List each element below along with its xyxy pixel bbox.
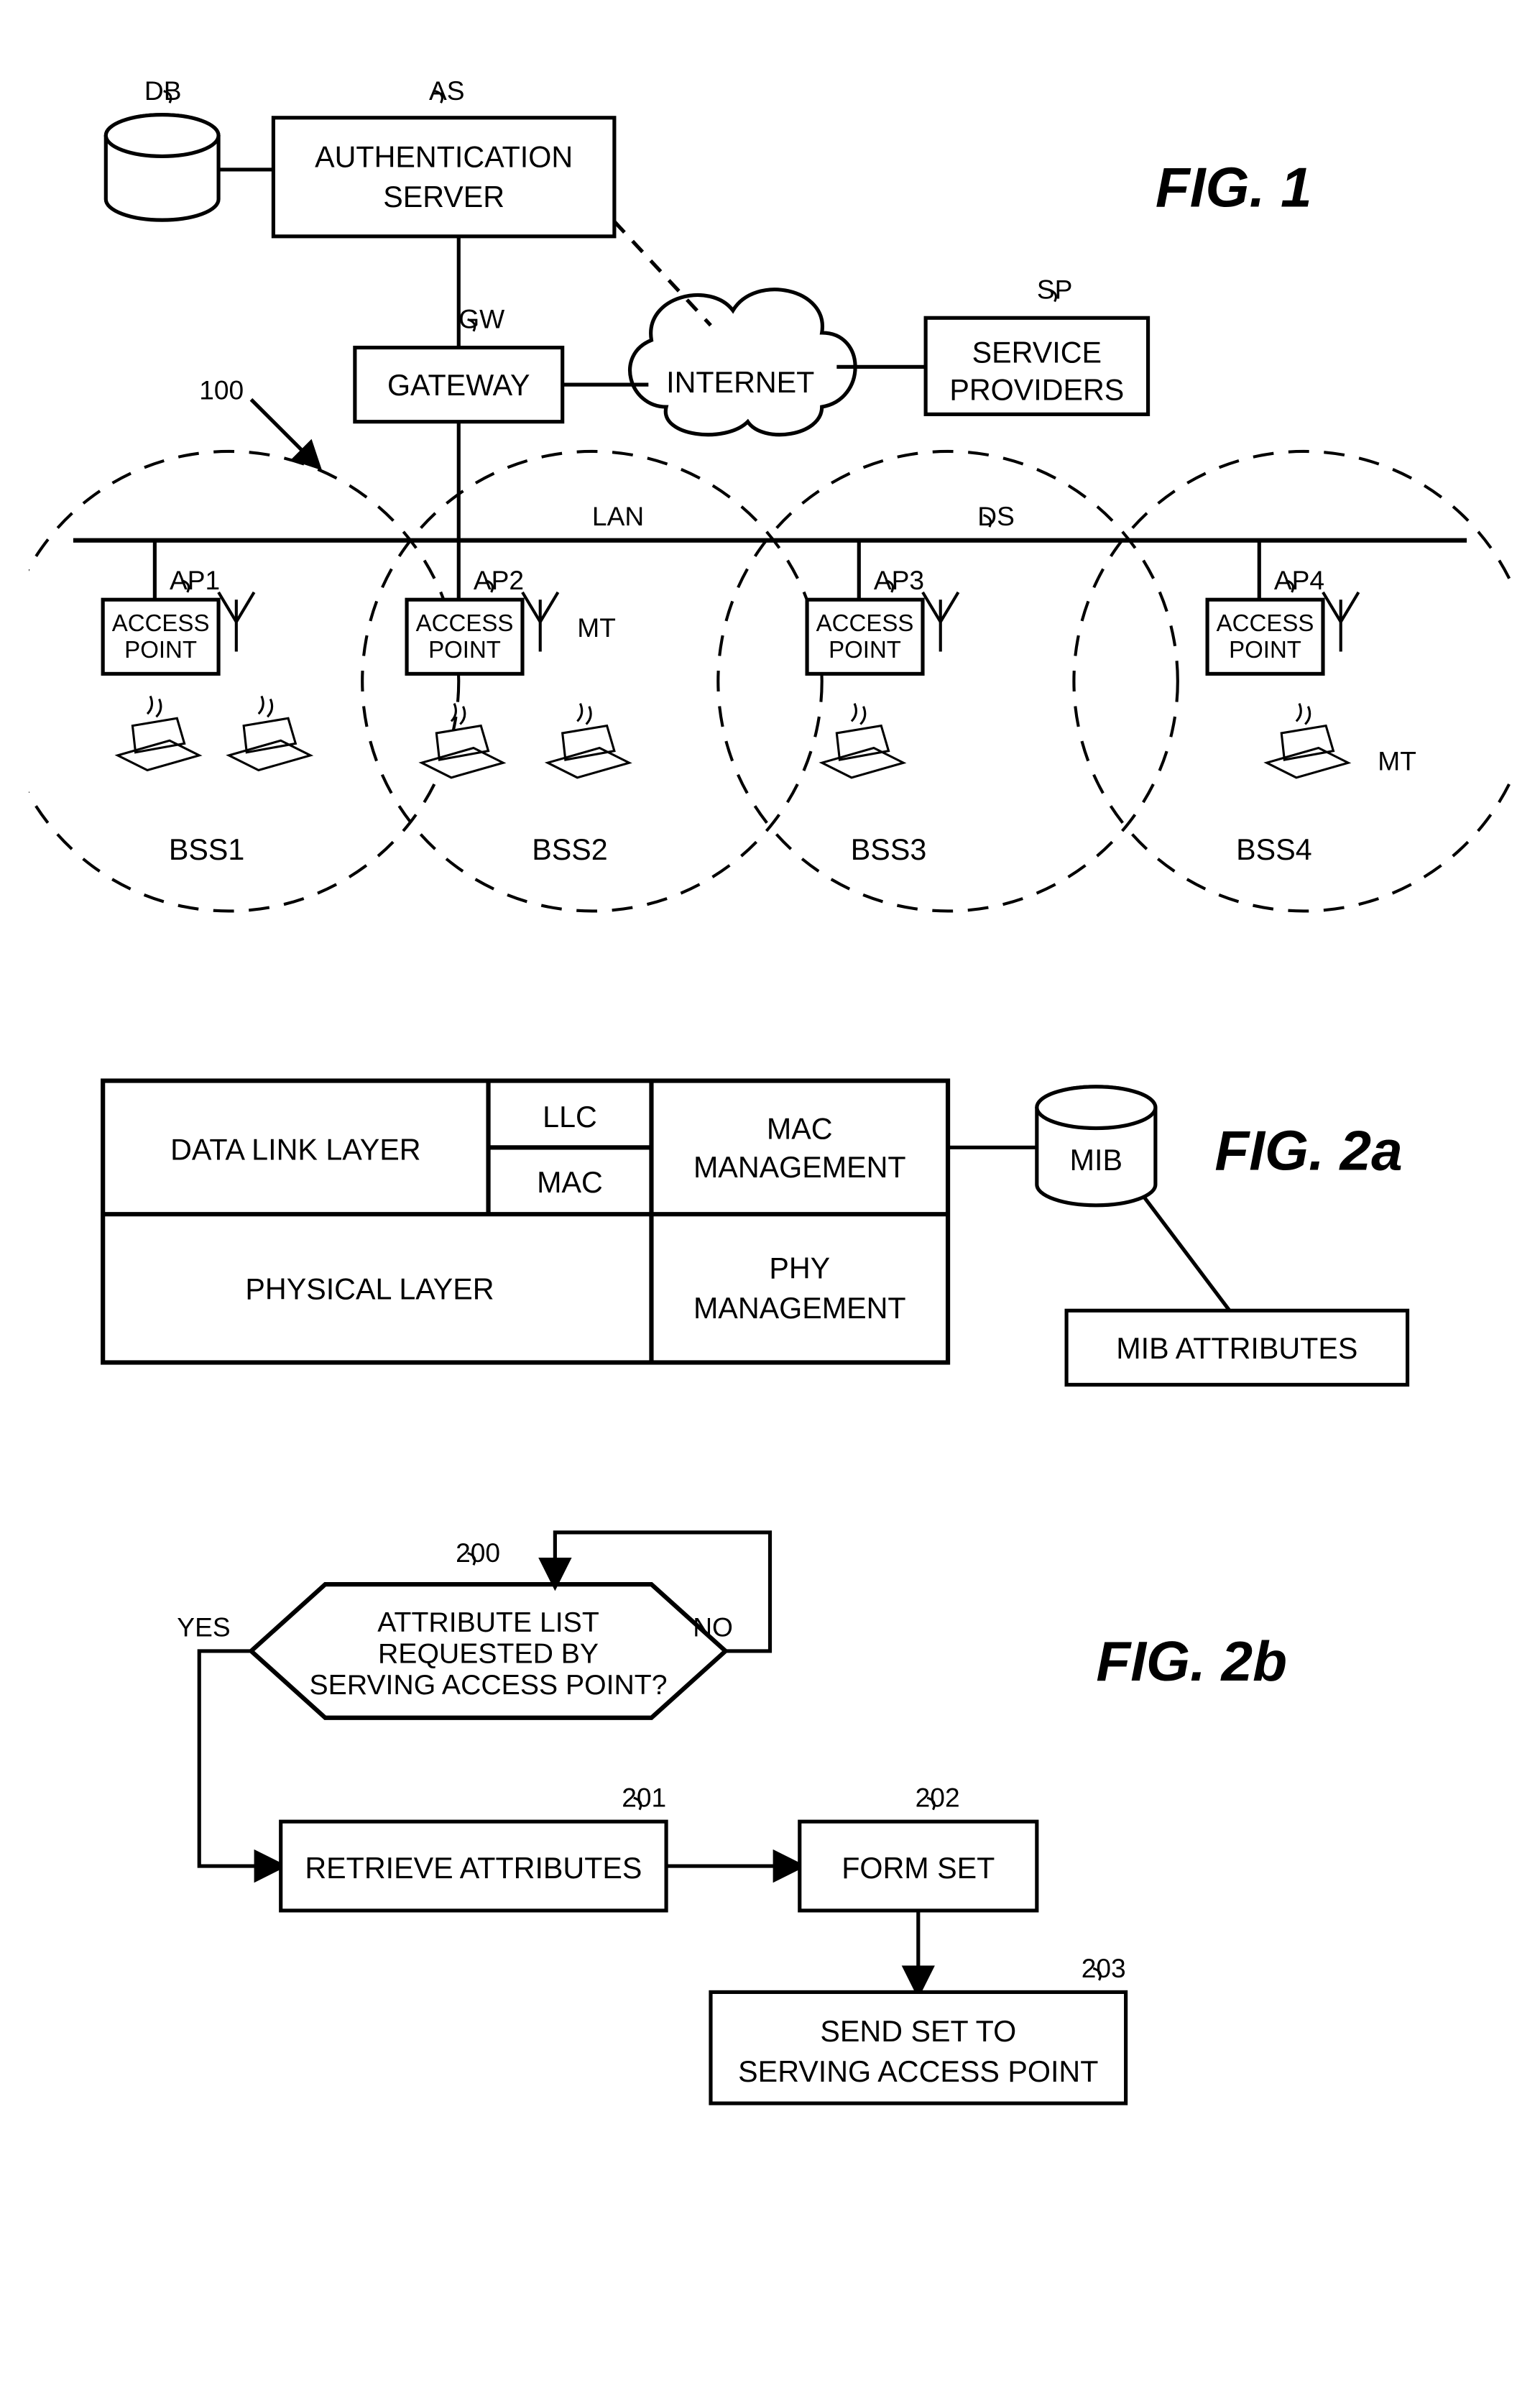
ap3-node: ACCESS POINT AP3 BSS3 [807,541,958,866]
bss3-label: BSS3 [851,833,926,866]
sp-node: SERVICE PROVIDERS SP [926,274,1148,414]
ds-tag: DS [977,501,1015,531]
mibattr-text: MIB ATTRIBUTES [1116,1332,1357,1365]
phymgmt-1: MANAGEMENT [693,1292,906,1325]
fig2a-diagram: DATA LINK LAYER LLC MAC MAC MANAGEMENT P… [29,1021,1511,1466]
phy-cell: PHYSICAL LAYER [245,1272,494,1305]
mt2-tag: MT [1378,745,1416,776]
ap3-text-0: ACCESS [816,610,914,636]
fig2a-title: FIG. 2a [1214,1118,1402,1182]
decision-text-0: ATTRIBUTE LIST [377,1607,599,1638]
internet-text-0: INTERNET [666,366,814,399]
mib-node: MIB [948,1087,1156,1205]
dll-cell: DATA LINK LAYER [170,1133,420,1166]
auth-server-node: AUTHENTICATION SERVER AS [273,75,614,236]
sp-text-0: SERVICE [972,336,1102,369]
bss3-circle [718,451,1178,911]
fig1-diagram: FIG. 1 DB AUTHENTICATION SERVER AS GATEW… [29,29,1511,993]
ap3-tag: AP3 [874,565,924,595]
ap2-text-1: POINT [428,636,501,663]
fig2b-diagram: FIG. 2b ATTRIBUTE LIST REQUESTED BY SERV… [29,1488,1511,2155]
mt1-tag: MT [577,612,616,643]
laptop-icon [422,704,503,778]
laptop-icon [822,704,903,778]
gw-text-0: GATEWAY [387,369,530,402]
internet-node: INTERNET [630,290,856,435]
macmgmt-0: MAC [767,1112,833,1145]
formset-text-0: FORM SET [842,1852,995,1885]
fig1-title: FIG. 1 [1156,156,1312,219]
laptop-icon [229,696,310,770]
laptop-icon [118,696,199,770]
mib-text: MIB [1070,1144,1122,1177]
decision-node: ATTRIBUTE LIST REQUESTED BY SERVING ACCE… [251,1538,725,1718]
formset-id: 202 [916,1782,960,1812]
phymgmt-0: PHY [769,1251,830,1285]
send-text-0: SEND SET TO [820,2015,1016,2048]
ap4-text-1: POINT [1229,636,1301,663]
yes-label: YES [177,1612,230,1642]
sp-text-1: PROVIDERS [949,373,1124,406]
fig2b-title: FIG. 2b [1096,1630,1287,1693]
ap4-text-0: ACCESS [1217,610,1314,636]
formset-node: FORM SET 202 [800,1782,1037,1910]
ap4-node: ACCESS POINT AP4 MT BSS4 [1207,541,1416,866]
as-text-1: SERVER [383,180,504,213]
laptop-icon [548,704,629,778]
send-text-1: SERVING ACCESS POINT [738,2055,1098,2088]
ap1-tag: AP1 [170,565,220,595]
bss1-label: BSS1 [169,833,244,866]
send-id: 203 [1082,1953,1126,1983]
decision-text-1: REQUESTED BY [378,1638,599,1669]
mac-cell: MAC [537,1166,603,1199]
ap1-text-1: POINT [124,636,197,663]
decision-text-2: SERVING ACCESS POINT? [310,1670,668,1701]
llc-cell: LLC [543,1100,597,1134]
gw-tag: GW [458,304,504,334]
no-label: NO [693,1612,733,1642]
bss4-label: BSS4 [1236,833,1311,866]
laptop-icon [1267,704,1348,778]
mibattr-node: MIB ATTRIBUTES [1066,1310,1407,1384]
retrieve-node: RETRIEVE ATTRIBUTES 201 [281,1782,666,1910]
db-node: DB [106,75,218,220]
system-label: 100 [199,375,244,405]
layer-table: DATA LINK LAYER LLC MAC MAC MANAGEMENT P… [103,1080,948,1362]
bss2-label: BSS2 [532,833,607,866]
ap3-text-1: POINT [829,636,901,663]
ap1-node: ACCESS POINT AP1 BSS1 [103,541,254,866]
retrieve-text-0: RETRIEVE ATTRIBUTES [305,1852,642,1885]
retrieve-id: 201 [622,1782,666,1812]
lan-tag: LAN [592,501,644,531]
ap4-tag: AP4 [1274,565,1324,595]
ap2-text-0: ACCESS [416,610,514,636]
macmgmt-1: MANAGEMENT [693,1151,906,1184]
as-tag: AS [429,75,465,106]
decision-id: 200 [456,1538,500,1568]
ap2-tag: AP2 [474,565,524,595]
db-tag: DB [144,75,182,106]
ap1-text-0: ACCESS [112,610,210,636]
ap2-node: ACCESS POINT AP2 MT BSS2 [407,541,616,866]
as-text-0: AUTHENTICATION [315,140,573,173]
